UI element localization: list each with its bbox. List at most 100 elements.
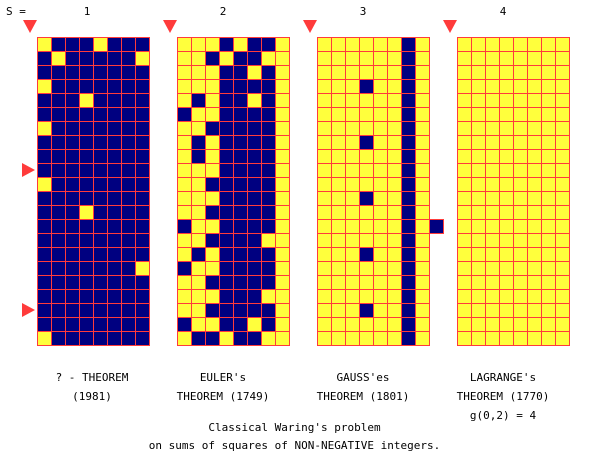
empty-cell bbox=[359, 177, 374, 192]
empty-cell bbox=[527, 177, 542, 192]
footer-line-2: on sums of squares of NON-NEGATIVE integ… bbox=[148, 439, 441, 452]
empty-cell bbox=[275, 135, 290, 150]
s-label: S = bbox=[6, 5, 26, 18]
filled-cell bbox=[261, 79, 276, 94]
filled-cell bbox=[37, 317, 52, 332]
empty-cell bbox=[499, 219, 514, 234]
filled-cell bbox=[51, 191, 66, 206]
filled-cell bbox=[261, 275, 276, 290]
empty-cell bbox=[527, 163, 542, 178]
empty-cell bbox=[93, 37, 108, 52]
empty-cell bbox=[471, 247, 486, 262]
filled-cell bbox=[107, 275, 122, 290]
filled-cell bbox=[247, 177, 262, 192]
filled-cell bbox=[79, 247, 94, 262]
panel-3-down-marker-icon bbox=[303, 20, 317, 33]
filled-cell bbox=[219, 79, 234, 94]
filled-cell bbox=[247, 191, 262, 206]
empty-cell bbox=[345, 303, 360, 318]
filled-cell bbox=[205, 205, 220, 220]
empty-cell bbox=[331, 177, 346, 192]
filled-cell bbox=[177, 107, 192, 122]
filled-cell bbox=[261, 149, 276, 164]
empty-cell bbox=[359, 107, 374, 122]
filled-cell bbox=[65, 121, 80, 136]
empty-cell bbox=[471, 107, 486, 122]
filled-cell bbox=[191, 149, 206, 164]
empty-cell bbox=[345, 205, 360, 220]
empty-cell bbox=[457, 51, 472, 66]
empty-cell bbox=[415, 163, 430, 178]
filled-cell bbox=[135, 289, 150, 304]
filled-cell bbox=[121, 205, 136, 220]
filled-cell bbox=[135, 121, 150, 136]
empty-cell bbox=[359, 261, 374, 276]
empty-cell bbox=[541, 163, 556, 178]
filled-cell bbox=[261, 163, 276, 178]
filled-cell bbox=[65, 275, 80, 290]
filled-cell bbox=[261, 93, 276, 108]
empty-cell bbox=[275, 93, 290, 108]
empty-cell bbox=[331, 247, 346, 262]
empty-cell bbox=[331, 135, 346, 150]
filled-cell bbox=[247, 51, 262, 66]
empty-cell bbox=[541, 219, 556, 234]
empty-cell bbox=[373, 121, 388, 136]
filled-cell bbox=[135, 177, 150, 192]
filled-cell bbox=[37, 247, 52, 262]
filled-cell bbox=[191, 331, 206, 346]
empty-cell bbox=[541, 261, 556, 276]
filled-cell bbox=[93, 289, 108, 304]
filled-cell bbox=[93, 233, 108, 248]
filled-cell bbox=[93, 219, 108, 234]
filled-cell bbox=[261, 121, 276, 136]
empty-cell bbox=[485, 233, 500, 248]
filled-cell bbox=[401, 121, 416, 136]
empty-cell bbox=[275, 177, 290, 192]
filled-cell bbox=[121, 121, 136, 136]
empty-cell bbox=[275, 303, 290, 318]
filled-cell bbox=[121, 191, 136, 206]
filled-cell bbox=[51, 289, 66, 304]
filled-cell bbox=[359, 303, 374, 318]
empty-cell bbox=[485, 93, 500, 108]
empty-cell bbox=[415, 37, 430, 52]
filled-cell bbox=[65, 79, 80, 94]
empty-cell bbox=[485, 65, 500, 80]
filled-cell bbox=[247, 107, 262, 122]
empty-cell bbox=[359, 233, 374, 248]
filled-cell bbox=[107, 331, 122, 346]
empty-cell bbox=[555, 51, 570, 66]
filled-cell bbox=[135, 331, 150, 346]
empty-cell bbox=[527, 205, 542, 220]
empty-cell bbox=[373, 191, 388, 206]
empty-cell bbox=[317, 121, 332, 136]
filled-cell bbox=[205, 275, 220, 290]
empty-cell bbox=[513, 163, 528, 178]
empty-cell bbox=[485, 163, 500, 178]
empty-cell bbox=[387, 275, 402, 290]
empty-cell bbox=[555, 219, 570, 234]
filled-cell bbox=[51, 205, 66, 220]
empty-cell bbox=[191, 51, 206, 66]
empty-cell bbox=[471, 163, 486, 178]
empty-cell bbox=[555, 275, 570, 290]
filled-cell bbox=[51, 331, 66, 346]
empty-cell bbox=[387, 79, 402, 94]
empty-cell bbox=[205, 317, 220, 332]
filled-cell bbox=[401, 219, 416, 234]
filled-cell bbox=[261, 135, 276, 150]
filled-cell bbox=[233, 51, 248, 66]
empty-cell bbox=[499, 275, 514, 290]
filled-cell bbox=[219, 93, 234, 108]
empty-cell bbox=[79, 205, 94, 220]
empty-cell bbox=[513, 37, 528, 52]
filled-cell bbox=[247, 135, 262, 150]
empty-cell bbox=[541, 65, 556, 80]
empty-cell bbox=[457, 79, 472, 94]
empty-cell bbox=[513, 135, 528, 150]
filled-cell bbox=[247, 275, 262, 290]
filled-cell bbox=[121, 261, 136, 276]
filled-cell bbox=[135, 191, 150, 206]
